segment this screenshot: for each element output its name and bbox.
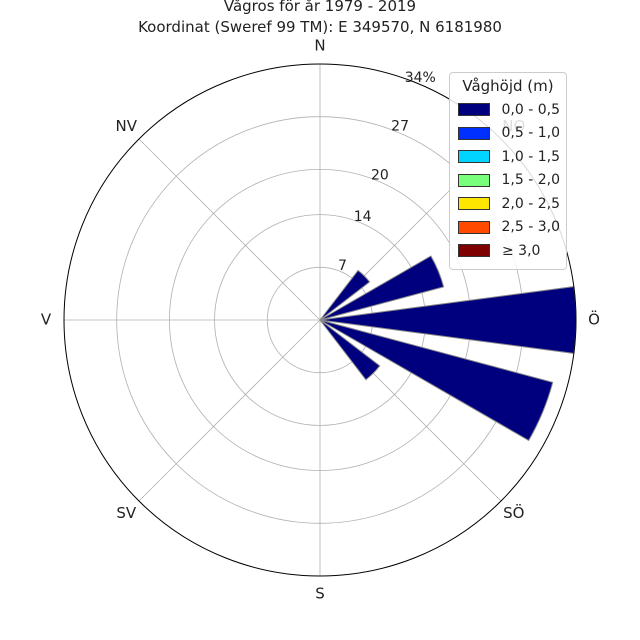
wave-sector-bar <box>319 255 445 321</box>
legend-swatch <box>458 126 490 140</box>
legend-swatch <box>458 103 490 117</box>
wave-sector-bar <box>319 319 554 442</box>
legend-item: 1,0 - 1,5 <box>456 145 560 169</box>
radial-tick-label: 7 <box>338 258 347 274</box>
wave-sector-bar <box>319 319 381 381</box>
legend-item: 2,0 - 2,5 <box>456 192 560 216</box>
radial-tick-label: 14 <box>354 209 372 225</box>
legend-label: 0,5 - 1,0 <box>501 125 560 142</box>
direction-label: SÖ <box>503 503 524 522</box>
chart-subtitle: Koordinat (Sweref 99 TM): E 349570, N 61… <box>138 18 502 36</box>
legend-item: 0,0 - 0,5 <box>456 98 560 122</box>
direction-label: NV <box>116 117 138 135</box>
legend-title: Våghöjd (m) <box>462 77 554 95</box>
legend-swatch <box>458 244 490 258</box>
legend-swatch <box>458 197 490 211</box>
polar-frame <box>63 63 577 577</box>
legend-label: 1,5 - 2,0 <box>501 172 560 189</box>
legend-label: 1,0 - 1,5 <box>501 148 560 165</box>
wave-sector-bar <box>319 286 577 354</box>
legend-item: 2,5 - 3,0 <box>456 216 560 240</box>
direction-label: Ö <box>588 310 600 329</box>
chart-title: Vågros för år 1979 - 2019 <box>223 0 417 15</box>
legend-label: 2,0 - 2,5 <box>501 195 560 212</box>
direction-label: S <box>315 585 325 603</box>
legend-label: 2,5 - 3,0 <box>501 219 560 236</box>
radial-tick-label: 27 <box>391 119 409 135</box>
legend-label: 0,0 - 0,5 <box>501 101 560 118</box>
legend-swatch <box>458 150 490 164</box>
legend-swatch <box>458 220 490 234</box>
wave-sector-bar <box>319 269 371 321</box>
legend-swatch <box>458 173 490 187</box>
radial-tick-label: 20 <box>371 167 389 183</box>
radial-gridline <box>138 319 321 502</box>
direction-label: N <box>314 37 325 55</box>
legend-item: 0,5 - 1,0 <box>456 122 560 146</box>
legend-item: ≥ 3,0 <box>456 239 560 263</box>
legend-label: ≥ 3,0 <box>502 242 541 259</box>
legend-item: 1,5 - 2,0 <box>456 169 560 193</box>
radial-gridline <box>138 138 321 321</box>
radial-tick-label: 34% <box>405 70 436 86</box>
direction-label: SV <box>116 504 137 522</box>
legend: Våghöjd (m) 0,0 - 0,5 0,5 - 1,0 1,0 - 1,5 1… <box>449 72 567 270</box>
direction-label: V <box>41 311 52 329</box>
